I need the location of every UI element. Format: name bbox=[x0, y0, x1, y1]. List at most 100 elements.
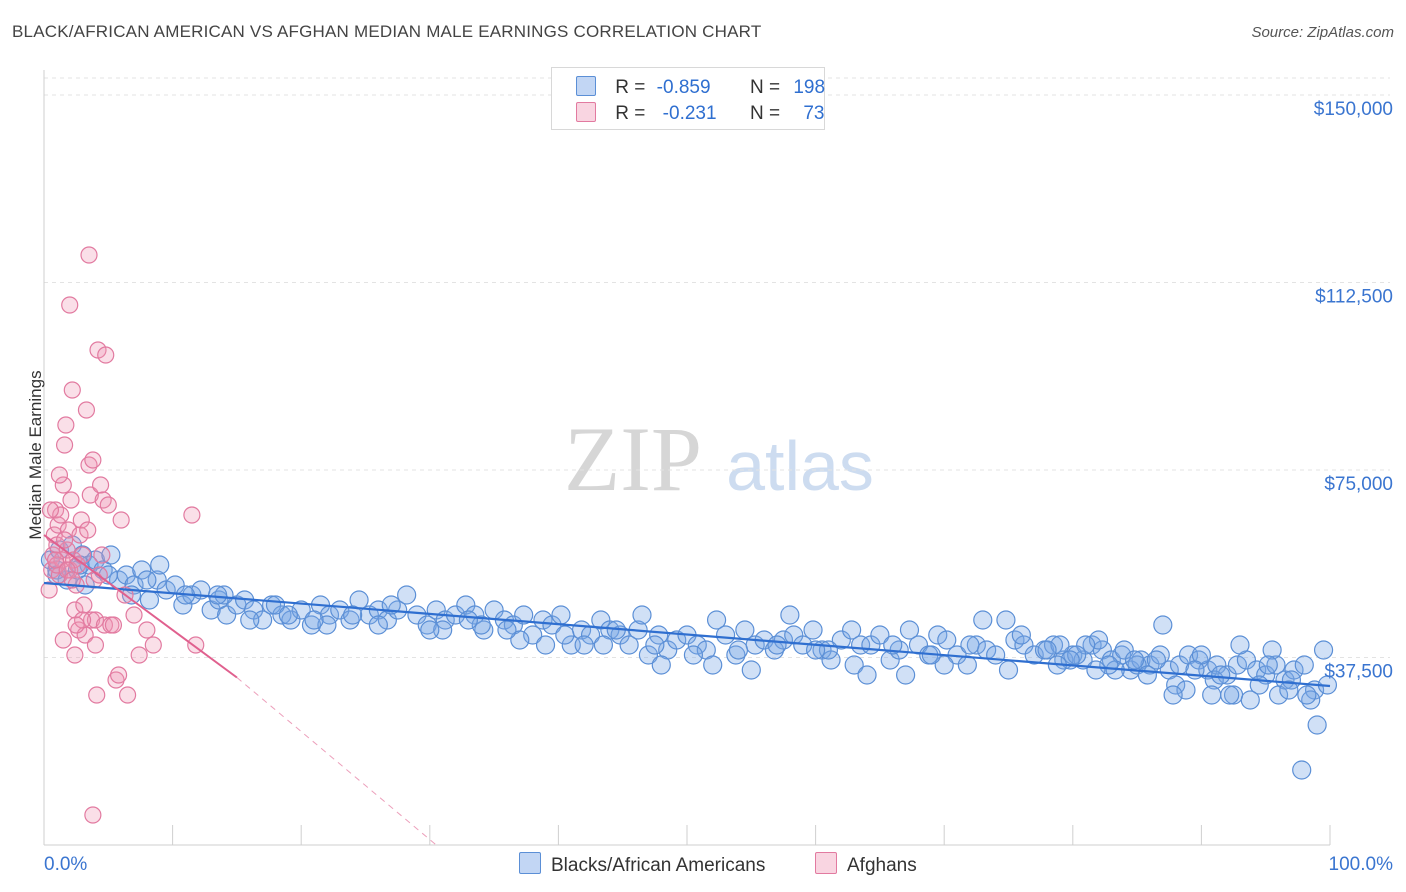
point-afghans bbox=[118, 686, 137, 704]
point-afghans bbox=[55, 531, 74, 549]
r-label: R = bbox=[615, 103, 646, 124]
point-blacks bbox=[514, 605, 534, 625]
point-blacks bbox=[132, 560, 152, 580]
point-blacks bbox=[1024, 645, 1044, 665]
point-blacks bbox=[397, 585, 417, 605]
point-blacks bbox=[651, 655, 671, 675]
point-blacks bbox=[937, 630, 957, 650]
point-afghans bbox=[99, 496, 117, 514]
point-blacks bbox=[278, 605, 298, 625]
point-afghans bbox=[41, 501, 60, 519]
point-blacks bbox=[1266, 655, 1286, 675]
point-blacks bbox=[619, 635, 639, 655]
point-blacks bbox=[1217, 665, 1237, 685]
point-blacks bbox=[317, 615, 337, 635]
point-blacks bbox=[703, 655, 723, 675]
point-blacks bbox=[301, 615, 322, 635]
gridlines bbox=[44, 77, 1390, 658]
point-blacks bbox=[973, 610, 993, 630]
point-blacks bbox=[137, 570, 157, 590]
point-afghans bbox=[125, 606, 143, 624]
point-blacks bbox=[343, 605, 363, 625]
point-afghans bbox=[109, 666, 128, 684]
point-blacks bbox=[1146, 650, 1166, 670]
n-label: N = bbox=[749, 103, 781, 124]
point-blacks bbox=[217, 605, 237, 625]
point-blacks bbox=[1279, 680, 1299, 700]
point-blacks bbox=[960, 635, 980, 655]
point-afghans bbox=[57, 416, 75, 434]
point-afghans bbox=[84, 451, 102, 469]
legend-swatch-pink bbox=[576, 102, 596, 122]
point-blacks bbox=[706, 610, 727, 630]
point-blacks bbox=[458, 610, 478, 630]
point-blacks bbox=[632, 605, 652, 625]
point-blacks bbox=[1258, 655, 1278, 675]
point-blacks bbox=[773, 630, 794, 650]
point-blacks bbox=[551, 605, 571, 625]
point-blacks bbox=[857, 665, 877, 685]
series-blacks-points bbox=[40, 535, 1338, 780]
legend-item-afghans: Afghans bbox=[815, 852, 917, 877]
point-afghans bbox=[130, 646, 148, 664]
point-blacks bbox=[272, 605, 292, 625]
point-blacks bbox=[407, 605, 427, 625]
legend-swatch-blue bbox=[576, 76, 596, 96]
point-blacks bbox=[304, 610, 324, 630]
point-blacks bbox=[844, 655, 864, 675]
point-blacks bbox=[497, 620, 517, 640]
point-blacks bbox=[1268, 685, 1289, 705]
point-blacks bbox=[1202, 685, 1222, 705]
point-afghans bbox=[84, 806, 102, 824]
point-afghans bbox=[80, 246, 98, 264]
trend-line-blacks bbox=[43, 581, 1331, 688]
point-afghans bbox=[67, 616, 85, 634]
point-blacks bbox=[1227, 655, 1248, 675]
point-blacks bbox=[340, 610, 360, 630]
r-value: -0.859 bbox=[656, 77, 711, 98]
n-value: 73 bbox=[803, 103, 825, 124]
point-blacks bbox=[726, 645, 746, 665]
point-blacks bbox=[474, 620, 494, 640]
point-afghans bbox=[55, 436, 74, 454]
point-afghans bbox=[95, 616, 114, 634]
point-afghans bbox=[104, 616, 123, 634]
trend-lines bbox=[43, 534, 1331, 846]
point-afghans bbox=[112, 511, 130, 529]
point-blacks bbox=[417, 615, 437, 635]
point-blacks bbox=[535, 635, 556, 655]
point-afghans bbox=[91, 476, 110, 494]
point-blacks bbox=[1307, 715, 1327, 735]
watermark: ZIP atlas bbox=[564, 408, 874, 510]
point-blacks bbox=[1207, 655, 1227, 675]
point-afghans bbox=[63, 381, 81, 399]
x-tick-label-max: 100.0% bbox=[1329, 854, 1394, 875]
point-blacks bbox=[1240, 690, 1260, 710]
point-afghans bbox=[82, 611, 101, 629]
point-blacks bbox=[986, 645, 1006, 665]
point-afghans bbox=[94, 491, 112, 509]
point-blacks bbox=[1153, 615, 1173, 635]
point-blacks bbox=[1294, 655, 1314, 675]
point-blacks bbox=[593, 635, 614, 655]
trend-line-afghans bbox=[43, 534, 238, 679]
point-blacks bbox=[555, 625, 575, 645]
point-blacks bbox=[667, 630, 687, 650]
point-blacks bbox=[523, 625, 543, 645]
point-afghans bbox=[97, 346, 115, 364]
point-blacks bbox=[1313, 640, 1334, 660]
point-blacks bbox=[1005, 630, 1025, 650]
legend-label-blacks: Blacks/African Americans bbox=[551, 855, 766, 876]
point-blacks bbox=[870, 625, 890, 645]
point-afghans bbox=[144, 636, 162, 654]
point-blacks bbox=[1262, 640, 1282, 660]
point-blacks bbox=[728, 640, 749, 660]
point-blacks bbox=[1163, 685, 1183, 705]
point-blacks bbox=[1011, 625, 1031, 645]
point-blacks bbox=[1137, 665, 1157, 685]
r-value: -0.231 bbox=[662, 103, 717, 124]
point-blacks bbox=[715, 625, 736, 645]
point-blacks bbox=[1292, 760, 1312, 780]
x-tick-label-min: 0.0% bbox=[44, 854, 87, 875]
point-blacks bbox=[214, 585, 234, 605]
